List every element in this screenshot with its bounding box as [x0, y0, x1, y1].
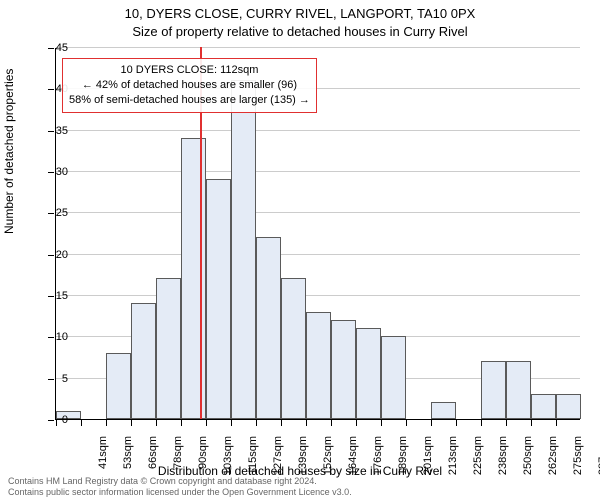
- histogram-bar: [506, 361, 531, 419]
- annotation-box: 10 DYERS CLOSE: 112sqm← 42% of detached …: [62, 58, 317, 113]
- annot-line2: ← 42% of detached houses are smaller (96…: [69, 78, 310, 93]
- histogram-bar: [356, 328, 381, 419]
- x-tick-label: 189sqm: [397, 436, 409, 486]
- x-tick: [481, 420, 482, 426]
- x-tick-label: 238sqm: [497, 436, 509, 486]
- x-tick: [556, 420, 557, 426]
- x-tick-label: 127sqm: [272, 436, 284, 486]
- gridline: [56, 254, 580, 255]
- histogram-bar: [481, 361, 506, 419]
- x-tick: [81, 420, 82, 426]
- x-tick-label: 176sqm: [372, 436, 384, 486]
- gridline: [56, 212, 580, 213]
- y-tick-label: 5: [28, 373, 68, 385]
- x-tick-label: 213sqm: [447, 436, 459, 486]
- histogram-bar: [306, 312, 331, 419]
- histogram-bar: [556, 394, 581, 419]
- x-tick: [281, 420, 282, 426]
- gridline: [56, 171, 580, 172]
- histogram-bar: [256, 237, 281, 419]
- x-tick-label: 262sqm: [547, 436, 559, 486]
- x-tick: [331, 420, 332, 426]
- x-tick: [531, 420, 532, 426]
- histogram-bar: [431, 402, 456, 419]
- x-tick-label: 66sqm: [147, 436, 159, 486]
- x-tick: [156, 420, 157, 426]
- histogram-bar: [531, 394, 556, 419]
- annot-line3: 58% of semi-detached houses are larger (…: [69, 93, 310, 108]
- histogram-bar: [156, 278, 181, 419]
- x-tick-label: 139sqm: [297, 436, 309, 486]
- x-tick: [181, 420, 182, 426]
- x-tick-label: 53sqm: [122, 436, 134, 486]
- y-tick-label: 0: [28, 414, 68, 426]
- footer-line2: Contains public sector information licen…: [8, 487, 352, 498]
- x-tick: [456, 420, 457, 426]
- x-tick-label: 103sqm: [222, 436, 234, 486]
- y-tick-label: 35: [28, 125, 68, 137]
- x-tick: [131, 420, 132, 426]
- histogram-bar: [231, 80, 256, 419]
- x-tick: [231, 420, 232, 426]
- histogram-bar: [281, 278, 306, 419]
- y-axis-label: Number of detached properties: [2, 69, 16, 234]
- x-tick-label: 275sqm: [572, 436, 584, 486]
- x-tick: [106, 420, 107, 426]
- histogram-bar: [131, 303, 156, 419]
- gridline: [56, 130, 580, 131]
- gridline: [56, 47, 580, 48]
- x-tick-label: 201sqm: [422, 436, 434, 486]
- x-tick: [206, 420, 207, 426]
- histogram-bar: [381, 336, 406, 419]
- y-tick-label: 25: [28, 207, 68, 219]
- x-tick-label: 250sqm: [522, 436, 534, 486]
- x-tick-label: 41sqm: [97, 436, 109, 486]
- x-tick-label: 152sqm: [322, 436, 334, 486]
- x-tick: [506, 420, 507, 426]
- x-tick-label: 78sqm: [172, 436, 184, 486]
- x-tick-label: 225sqm: [472, 436, 484, 486]
- y-tick-label: 45: [28, 42, 68, 54]
- x-tick-label: 115sqm: [247, 436, 259, 486]
- histogram-bar: [106, 353, 131, 419]
- address-title: 10, DYERS CLOSE, CURRY RIVEL, LANGPORT, …: [0, 6, 600, 21]
- y-tick-label: 30: [28, 166, 68, 178]
- x-tick: [256, 420, 257, 426]
- x-tick: [356, 420, 357, 426]
- annot-line1: 10 DYERS CLOSE: 112sqm: [69, 63, 310, 78]
- x-tick: [306, 420, 307, 426]
- x-tick-label: 164sqm: [347, 436, 359, 486]
- x-tick: [406, 420, 407, 426]
- x-tick: [431, 420, 432, 426]
- histogram-bar: [206, 179, 231, 419]
- gridline: [56, 295, 580, 296]
- y-tick-label: 20: [28, 249, 68, 261]
- histogram-bar: [331, 320, 356, 419]
- y-tick-label: 15: [28, 290, 68, 302]
- subtitle: Size of property relative to detached ho…: [0, 24, 600, 39]
- y-tick-label: 10: [28, 331, 68, 343]
- x-tick: [381, 420, 382, 426]
- x-tick-label: 90sqm: [197, 436, 209, 486]
